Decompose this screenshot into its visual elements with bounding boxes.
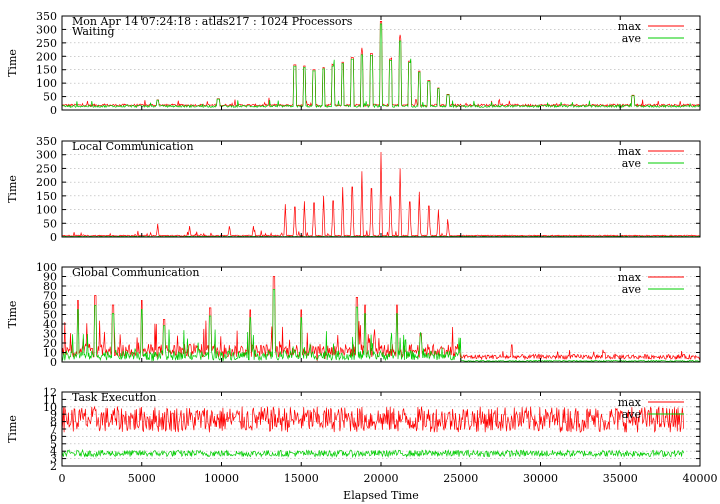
y-tick-label: 350 [36,135,57,148]
plot-frame [61,15,701,111]
y-tick-label: 6 [50,430,57,443]
panel-title: Task Execution [72,391,156,404]
y-tick-label: 50 [43,91,57,104]
x-tick-label: 20000 [364,472,399,485]
series-line-max-panel-4 [61,405,685,433]
y-tick-label: 150 [36,64,57,77]
legend-label-max: max [618,20,642,33]
y-tick-label: 300 [36,23,57,36]
y-tick-label: 70 [43,290,57,303]
x-tick-label: 15000 [284,472,319,485]
y-tick-label: 200 [36,50,57,63]
y-tick-label: 4 [50,445,57,458]
legend-label-ave: ave [622,408,641,421]
y-tick-label: 10 [43,347,57,360]
y-tick-label: 20 [43,337,57,350]
panel-title: Global Communication [72,266,200,279]
panel-title: Mon Apr 14 07:24:18 : atlas217 : 1024 Pr… [72,15,353,28]
x-axis-label: Elapsed Time [343,489,419,502]
y-tick-label: 12 [43,386,57,399]
series-line-max-panel-2 [61,151,700,238]
y-tick-label: 10 [43,401,57,414]
legend-label-ave: ave [622,32,641,45]
x-tick-label: 40000 [683,472,718,485]
y-tick-label: 100 [36,77,57,90]
y-tick-label: 150 [36,190,57,203]
x-tick-label: 5000 [128,472,156,485]
y-tick-label: 8 [50,416,57,429]
legend-label-ave: ave [622,283,641,296]
series-line-max-panel-1 [61,21,701,108]
x-tick-label: 25000 [443,472,478,485]
x-tick-label: 10000 [204,472,239,485]
y-tick-label: 0 [50,104,57,117]
y-tick-label: 350 [36,10,57,23]
y-axis-label: Time [6,301,19,329]
series-line-max-panel-3 [61,276,701,362]
y-tick-label: 50 [43,217,57,230]
x-tick-label: 30000 [523,472,558,485]
y-tick-label: 7 [50,423,57,436]
y-tick-label: 5 [50,438,57,451]
legend-label-max: max [618,145,642,158]
x-tick-label: 35000 [603,472,638,485]
y-tick-label: 250 [36,162,57,175]
y-tick-label: 100 [36,204,57,217]
panel-title: Local Communication [72,140,194,153]
x-tick-label: 0 [59,472,66,485]
y-tick-label: 200 [36,176,57,189]
y-axis-label: Time [6,49,19,77]
y-tick-label: 90 [43,271,57,284]
y-tick-label: 300 [36,149,57,162]
y-axis-label: Time [6,175,19,203]
y-tick-label: 60 [43,299,57,312]
y-tick-label: 30 [43,328,57,341]
y-tick-label: 100 [36,261,57,274]
series-line-ave-panel-4 [61,448,685,459]
series-line-ave-panel-3 [61,288,701,363]
y-tick-label: 11 [43,393,57,406]
y-tick-label: 2 [50,460,57,473]
panel-subtitle: Waiting [72,25,115,38]
y-tick-label: 50 [43,309,57,322]
y-tick-label: 0 [50,231,57,244]
y-tick-label: 80 [43,280,57,293]
y-tick-label: 0 [50,356,57,369]
legend-label-ave: ave [622,157,641,170]
y-tick-label: 40 [43,318,57,331]
y-tick-label: 250 [36,37,57,50]
legend-label-max: max [618,396,642,409]
y-tick-label: 3 [50,453,57,466]
legend-label-max: max [618,271,642,284]
y-axis-label: Time [6,415,19,443]
y-tick-label: 9 [50,408,57,421]
series-line-ave-panel-1 [61,23,701,109]
